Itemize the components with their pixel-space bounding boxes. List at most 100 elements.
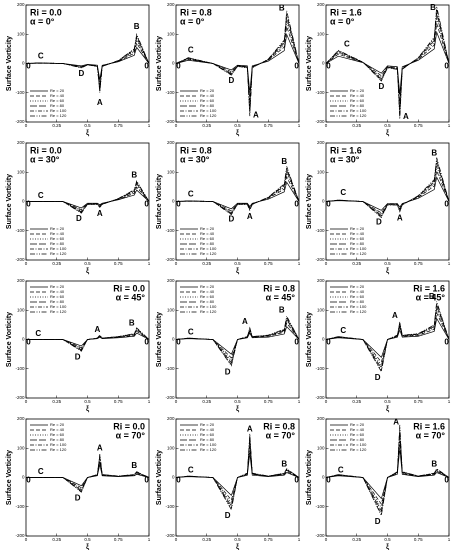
annotation: C [188,465,194,474]
x-tick-label: 0 [175,261,178,266]
panel-label: α = 30° [180,154,210,164]
x-tick-label: 1 [148,537,151,542]
y-tick-label: -100 [15,504,25,509]
panel-label: Ri = 0.0 [113,421,145,431]
panel-label: Ri = 0.0 [30,7,62,17]
legend-label: Re = 40 [200,231,215,236]
panel: -200 -100 0 100 200 0 0.25 0.5 0.75 1 ξ Surface Vor… [306,140,451,275]
series-line [325,23,450,103]
x-tick-label: 0.75 [264,399,273,404]
legend-label: Re = 60 [50,98,65,103]
x-tick-label: 1 [448,261,451,266]
annotation: 0 [326,338,331,347]
y-tick-label: 0 [322,337,325,342]
annotation: 0 [294,476,299,485]
legend-label: Re = 100 [350,442,367,447]
annotation: A [403,112,409,121]
y-tick-label: 200 [167,2,175,7]
x-tick-label: 1 [298,537,301,542]
annotation: C [188,45,194,54]
x-tick-label: 0.25 [202,537,211,542]
y-tick-label: -100 [15,90,25,95]
panel: -200 -100 0 100 200 0 0.25 0.5 0.75 1 ξ Surface Vor… [306,278,451,413]
x-axis-label: ξ [386,406,390,413]
x-axis-label: ξ [386,544,390,550]
legend-label: Re = 80 [50,299,65,304]
annotation: D [378,82,384,91]
annotation: A [397,213,403,222]
series-line [26,327,150,352]
panel: -200 -100 0 100 200 0 0.25 0.5 0.75 1 ξ Surface Vor… [156,416,301,550]
y-tick-label: 0 [172,337,175,342]
annotation: 0 [444,62,449,71]
x-tick-label: 0.5 [384,123,391,128]
annotation: A [242,317,248,326]
series-line [26,181,150,214]
x-tick-label: 0 [175,399,178,404]
x-tick-label: 1 [148,399,151,404]
panel-label: α = 70° [116,430,146,440]
x-tick-label: 0 [325,261,328,266]
legend-label: Re = 80 [200,299,215,304]
annotation: C [35,329,41,338]
y-tick-label: -100 [165,504,175,509]
x-tick-label: 0.25 [52,399,61,404]
y-tick-label: -100 [165,90,175,95]
legend-label: Re = 20 [200,88,215,93]
x-axis-label: ξ [236,406,240,413]
panel-label: Ri = 0.8 [263,421,295,431]
x-tick-label: 1 [448,537,451,542]
x-tick-label: 0.5 [234,537,241,542]
annotation: 0 [144,338,149,347]
y-tick-label: -200 [15,533,25,538]
x-tick-label: 0.75 [114,123,123,128]
x-tick-label: 0.75 [264,537,273,542]
annotation: 0 [144,476,149,485]
panel-label: α = 70° [266,430,296,440]
y-tick-label: 100 [317,31,325,36]
annotation: B [279,305,285,314]
legend-label: Re = 40 [200,93,215,98]
legend-label: Re = 100 [50,442,67,447]
y-tick-label: 100 [317,307,325,312]
panel-label: α = 30° [30,154,60,164]
annotation: A [247,424,253,433]
legend-label: Re = 100 [200,304,217,309]
x-tick-label: 0.25 [352,537,361,542]
x-axis-label: ξ [386,130,390,137]
series-line [175,433,300,511]
y-tick-label: -200 [315,119,325,124]
panel: -200 -100 0 100 200 0 0.25 0.5 0.75 1 ξ Surface Vor… [156,2,301,137]
y-tick-label: 100 [317,445,325,450]
legend-label: Re = 60 [350,98,365,103]
x-tick-label: 0.75 [414,261,423,266]
y-tick-label: 200 [167,140,175,145]
legend-label: Re = 120 [350,251,367,256]
y-tick-label: 200 [167,278,175,283]
x-tick-label: 0 [25,261,28,266]
y-tick-label: -200 [165,533,175,538]
legend-label: Re = 100 [50,108,67,113]
legend-label: Re = 60 [200,432,215,437]
legend-label: Re = 40 [350,231,365,236]
series-line [26,454,150,493]
legend-label: Re = 60 [50,294,65,299]
y-tick-label: -100 [315,504,325,509]
y-axis-label: Surface Vorticity [156,312,163,367]
y-tick-label: 0 [22,199,25,204]
annotation: C [340,188,346,197]
y-tick-label: 0 [172,199,175,204]
y-tick-label: 0 [322,199,325,204]
legend-label: Re = 20 [350,422,365,427]
panel-label: Ri = 0.8 [180,145,212,155]
annotation: 0 [326,62,331,71]
annotation: A [97,443,103,452]
annotation: B [431,148,437,157]
legend-label: Re = 40 [200,427,215,432]
panel-label: Ri = 1.6 [413,283,445,293]
series-line [175,33,300,93]
y-tick-label: 100 [17,169,25,174]
panel: -200 -100 0 100 200 0 0.25 0.5 0.75 1 ξ Surface Vor… [6,140,151,275]
y-tick-label: 200 [317,416,325,421]
